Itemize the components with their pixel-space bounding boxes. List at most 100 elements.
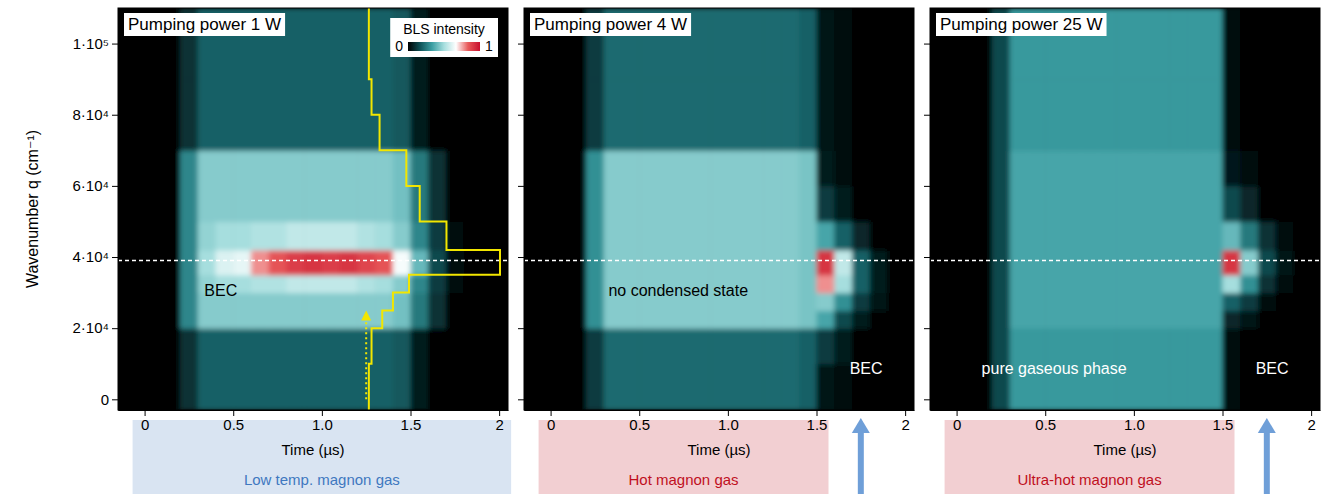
heatmap-cell [1116,186,1134,222]
heatmap-cell [1276,250,1294,276]
heatmap-cell [286,328,304,364]
heatmap-cell [622,150,640,186]
heatmap-cell [1169,275,1187,293]
heatmap-cell [1028,79,1046,115]
heatmap-cell [1081,293,1099,311]
heatmap-cell [322,150,340,186]
heatmap-cell [322,328,340,364]
heatmap-cell [375,186,393,222]
heatmap-cell [746,364,764,410]
heatmap-cell [1240,250,1258,276]
heatmap-cell [710,186,728,222]
heatmap-cell [746,293,764,311]
tick-mark [924,399,930,400]
heatmap-cell [586,79,604,115]
heatmap-cell [728,150,746,186]
heatmap-cell [357,293,375,311]
heatmap-cell [251,186,269,222]
heatmap-cell [446,310,464,328]
heatmap-cell [781,310,799,328]
heatmap-cell [692,115,710,151]
tick: 0 [953,410,961,433]
heatmap-cell [604,186,622,222]
heatmap-cell [304,250,322,276]
heatmap-cell [286,275,304,293]
heatmap-cell [198,250,216,276]
heatmap-cell [446,115,464,151]
heatmap-cell [216,79,234,115]
heatmap-cell [551,293,569,311]
heatmap-cell [657,150,675,186]
heatmap-cell [834,79,852,115]
heatmap-cell [586,275,604,293]
heatmap-cell [781,364,799,410]
heatmap-cell [216,310,234,328]
heatmap-cell [1258,310,1276,328]
heatmap-cell [357,250,375,276]
heatmap-cell [834,293,852,311]
tick-label: 6·10⁴ [73,177,109,194]
heatmap-cell [728,8,746,44]
heatmap-cell [1276,115,1294,151]
tick-mark [112,328,118,329]
heatmap-cell [481,364,499,410]
heatmap-cell [1045,115,1063,151]
heatmap-cell [728,79,746,115]
heatmap-cell [1205,221,1223,250]
heatmap-cell [1223,221,1241,250]
arrow-head [852,418,870,433]
heatmap-cell [799,250,817,276]
heatmap-cell [1258,8,1276,44]
heatmap-cell [834,328,852,364]
heatmap-cell [411,150,429,186]
heatmap-cell [481,150,499,186]
panel: Low temp. magnon gas00.51.01.5202·10⁴4·1… [24,8,511,494]
heatmap-cell [269,275,287,293]
figure: Low temp. magnon gas00.51.01.5202·10⁴4·1… [0,0,1341,497]
heatmap-cell [411,79,429,115]
heatmap-cell [746,186,764,222]
heatmap-cell [568,186,586,222]
heatmap-cell [957,250,975,276]
heatmap-cell [1169,115,1187,151]
tick-mark [112,257,118,258]
axis-line [930,9,931,411]
heatmap-cell [1098,150,1116,186]
heatmap-cell [763,150,781,186]
heatmap-cell [622,328,640,364]
heatmap-cell [340,250,358,276]
heatmap-cell [1205,115,1223,151]
heatmap-cell [710,8,728,44]
heatmap-cell [286,150,304,186]
heatmap-cell [992,186,1010,222]
heatmap-cell [393,250,411,276]
heatmap-cell [357,310,375,328]
heatmap-cell [1187,328,1205,364]
heatmap-cell [304,293,322,311]
tick: 1.0 [1124,410,1145,433]
heatmap-cell [1240,221,1258,250]
heatmap-cell [746,150,764,186]
heatmap-cell [446,186,464,222]
heatmap-cell [1293,186,1311,222]
heatmap-cell [357,364,375,410]
heatmap-cell [781,115,799,151]
heatmap-cell [1098,250,1116,276]
heatmap-cell [180,115,198,151]
heatmap-cell [799,44,817,80]
plot-background [118,8,508,410]
heatmap-cell [269,310,287,328]
heatmap-cell [887,115,905,151]
heatmap-cell [1223,364,1241,410]
heatmap-cell [974,79,992,115]
heatmap-cell [957,328,975,364]
heatmap-cell [251,328,269,364]
tick-label: 0 [101,391,109,408]
tick-label: 1.0 [718,416,739,433]
heatmap-cell [162,310,180,328]
heatmap-cell [1152,250,1170,276]
tick-label: 1.0 [1124,416,1145,433]
heatmap-cell [657,221,675,250]
heatmap-cell [1276,8,1294,44]
heatmap-cell [1187,310,1205,328]
